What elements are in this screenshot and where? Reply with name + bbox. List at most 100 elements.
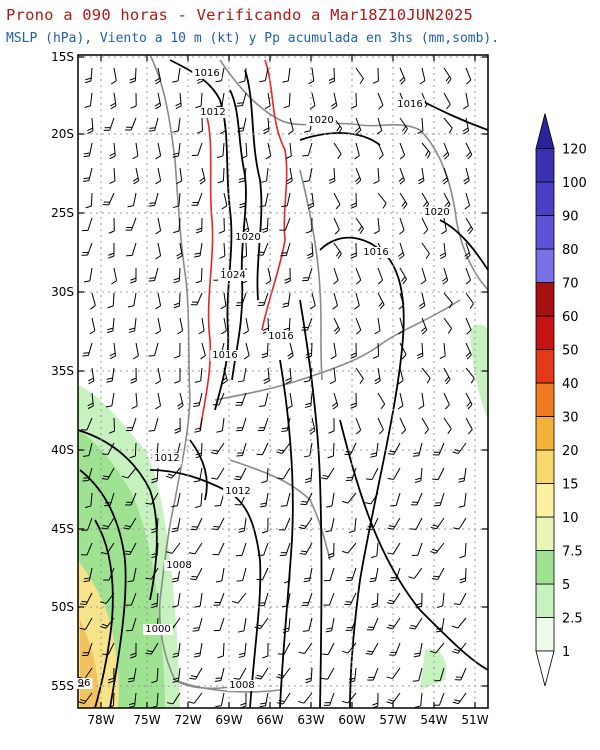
wind-barb (125, 217, 137, 231)
wind-barb (452, 442, 467, 454)
wind-barb (104, 492, 115, 507)
wind-barb (333, 192, 341, 210)
wind-barb (397, 392, 404, 410)
colorbar-label: 100 (562, 176, 587, 191)
wind-barb (302, 267, 313, 282)
wind-barb (376, 117, 383, 135)
wind-barb (129, 442, 137, 459)
wind-barb (263, 117, 270, 134)
lat-label: 15S (51, 50, 74, 64)
wind-barb (173, 342, 181, 359)
wind-barb (305, 667, 313, 684)
wind-barb (132, 167, 140, 185)
lon-label: 78W (87, 713, 114, 727)
isobar-labels: 1016 1012 1020 1016 1020 1024 1016 1016 1020 1016… (75, 68, 452, 691)
colorbar-segment (535, 349, 555, 384)
wind-barb (173, 267, 181, 284)
wind-barb (82, 442, 93, 457)
wind-barb (82, 167, 93, 182)
colorbar-label: 5 (562, 578, 570, 593)
wind-barb (429, 642, 445, 654)
lon-label: 54W (420, 713, 447, 727)
wind-barb (107, 692, 115, 709)
wind-barb (257, 542, 269, 556)
wind-barb (171, 517, 181, 533)
precip-shading-south (420, 649, 447, 690)
isobar-label: 1016 (397, 99, 422, 110)
wind-barb (285, 367, 292, 385)
wind-barb (166, 692, 181, 705)
wind-barb (236, 92, 247, 107)
wind-barb (192, 617, 203, 632)
wind-barb (221, 367, 228, 385)
wind-barb (421, 417, 429, 435)
wind-barb (256, 442, 269, 456)
wind-barb (350, 192, 357, 209)
wind-barb (151, 467, 159, 484)
wind-barb (148, 342, 159, 357)
precip-shading-east (470, 324, 488, 420)
wind-barb (288, 117, 294, 135)
wind-barb (90, 292, 96, 310)
wind-barb (350, 342, 357, 359)
wind-barb (305, 467, 313, 484)
wind-barb (434, 492, 445, 507)
wind-barb (194, 242, 203, 258)
wind-barb (145, 642, 159, 655)
wind-barb (373, 217, 380, 235)
wind-barb (189, 667, 203, 680)
wind-barb (81, 517, 93, 531)
wind-barb (355, 67, 364, 84)
colorbar-label: 7.5 (562, 545, 583, 560)
wind-barb (387, 442, 401, 455)
wind-barb (154, 67, 162, 85)
wind-barb (193, 392, 203, 407)
wind-barb (434, 667, 445, 682)
wind-barb (125, 492, 137, 506)
wind-barb (387, 517, 401, 530)
colorbar-label: 2.5 (562, 612, 583, 627)
wind-barb (284, 267, 291, 284)
wind-barb (172, 192, 181, 209)
wind-barb (421, 367, 431, 384)
wind-barb (305, 217, 313, 234)
wind-barb (85, 67, 93, 84)
lon-label: 60W (338, 713, 365, 727)
wind-barb (123, 517, 137, 530)
wind-barb (341, 542, 357, 554)
wind-barb (87, 392, 94, 410)
wind-barb (172, 67, 181, 83)
wind-barb (132, 142, 139, 160)
wind-barb (155, 317, 162, 335)
lat-label: 25S (51, 206, 74, 220)
wind-barb (125, 117, 137, 131)
wind-barb (299, 542, 313, 555)
wind-barb (305, 342, 313, 359)
isobar-label: 1008 (229, 680, 254, 691)
wind-barb (344, 592, 357, 606)
wind-barb (101, 442, 115, 456)
wind-barb (107, 292, 115, 309)
wind-barb (232, 592, 247, 604)
lon-label: 66W (256, 713, 283, 727)
wind-barb (410, 492, 423, 506)
wind-barb (220, 317, 227, 335)
wind-barb (413, 642, 423, 658)
wind-barb (332, 292, 338, 310)
wind-barb (235, 392, 247, 406)
wind-barb (240, 242, 247, 259)
wind-barb (465, 392, 473, 410)
wind-barb (323, 692, 335, 706)
isobar-label-bg (395, 99, 425, 110)
wind-barb (155, 167, 162, 185)
wind-barb (155, 217, 162, 235)
wind-barb (254, 617, 269, 630)
wind-barb (364, 492, 379, 505)
wind-barb (259, 492, 269, 508)
wind-barb (355, 367, 364, 384)
wind-barb (261, 517, 269, 534)
wind-barb (366, 467, 379, 481)
wind-barb (417, 117, 424, 134)
wind-barb (451, 617, 467, 629)
wind-barb (176, 242, 183, 260)
